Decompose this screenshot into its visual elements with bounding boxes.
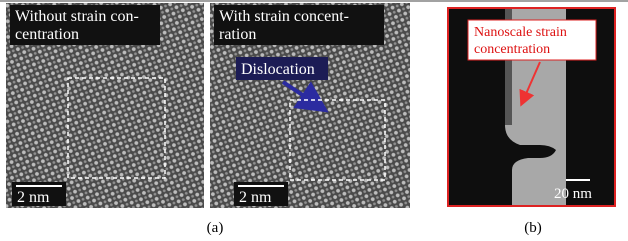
label-line: With strain concent-	[219, 8, 349, 25]
annotation: Dislocation	[241, 61, 315, 78]
panel-a-right: With strain concent- ration Dislocation …	[210, 3, 410, 208]
label-line: concentration	[474, 42, 550, 57]
label-line: ration	[219, 26, 256, 43]
scale-label: 20 nm	[554, 186, 592, 202]
scale-label: 2 nm	[17, 189, 50, 206]
label-line: centration	[15, 26, 79, 43]
caption: (b)	[524, 220, 542, 236]
scale-label: 2 nm	[239, 189, 272, 206]
panel-a-left: Without strain con- centration 2 nm	[6, 3, 204, 208]
panel-b: Nanoscale strain concentration 20 nm	[448, 8, 615, 206]
page: Without strain con- centration 2 nm With…	[0, 0, 628, 241]
figure: Without strain con- centration 2 nm With…	[0, 0, 628, 241]
caption: (a)	[207, 220, 224, 236]
label-line: Nanoscale strain	[474, 25, 567, 40]
label-line: Without strain con-	[15, 8, 139, 25]
